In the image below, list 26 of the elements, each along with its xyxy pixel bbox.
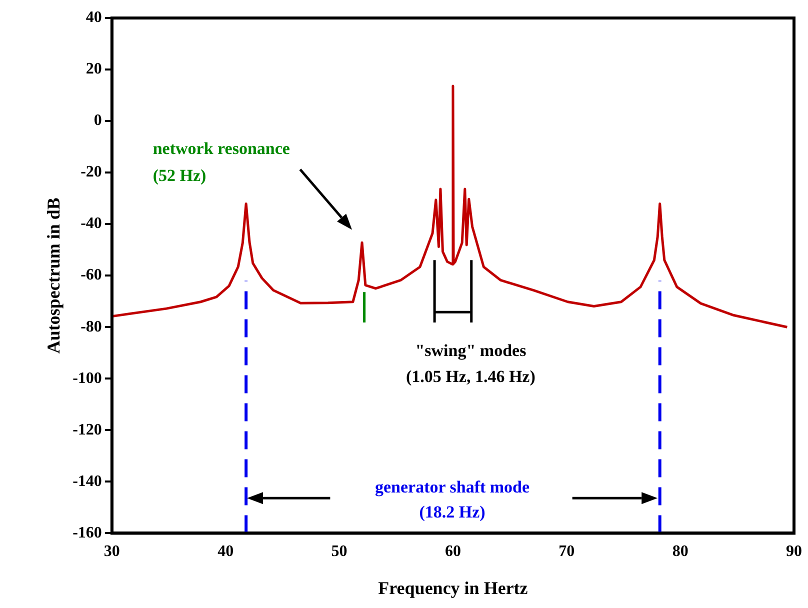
y-tick-label: 20 xyxy=(86,60,102,78)
y-tick-label: -20 xyxy=(80,164,102,181)
annotation: generator shaft mode xyxy=(375,477,530,496)
x-tick-label: 60 xyxy=(444,542,461,560)
x-tick-label: 80 xyxy=(672,542,688,560)
y-axis-title: Autospectrum in dB xyxy=(43,198,64,354)
y-tick-label: 0 xyxy=(94,112,102,130)
annotation: network resonance xyxy=(152,138,290,158)
x-tick-label: 90 xyxy=(786,542,802,560)
y-tick-label: -60 xyxy=(80,266,102,284)
x-tick-label: 50 xyxy=(331,542,348,560)
y-tick-label: -160 xyxy=(72,524,102,542)
y-tick-label: 40 xyxy=(86,9,102,26)
x-tick-label: 40 xyxy=(218,542,234,560)
y-tick-label: -120 xyxy=(72,421,102,438)
x-axis-title: Frequency in Hertz xyxy=(378,578,528,598)
annotation: (18.2 Hz) xyxy=(419,502,486,522)
annotation: (52 Hz) xyxy=(152,166,206,186)
y-tick-label: -40 xyxy=(80,215,102,232)
y-tick-label: -140 xyxy=(72,472,102,490)
x-tick-label: 70 xyxy=(558,542,575,560)
annotation: (1.05 Hz, 1.46 Hz) xyxy=(406,367,536,386)
x-tick-label: 30 xyxy=(104,542,120,560)
y-tick-label: -100 xyxy=(72,370,102,387)
annotation: "swing" modes xyxy=(415,341,527,360)
y-tick-label: -80 xyxy=(80,318,102,336)
